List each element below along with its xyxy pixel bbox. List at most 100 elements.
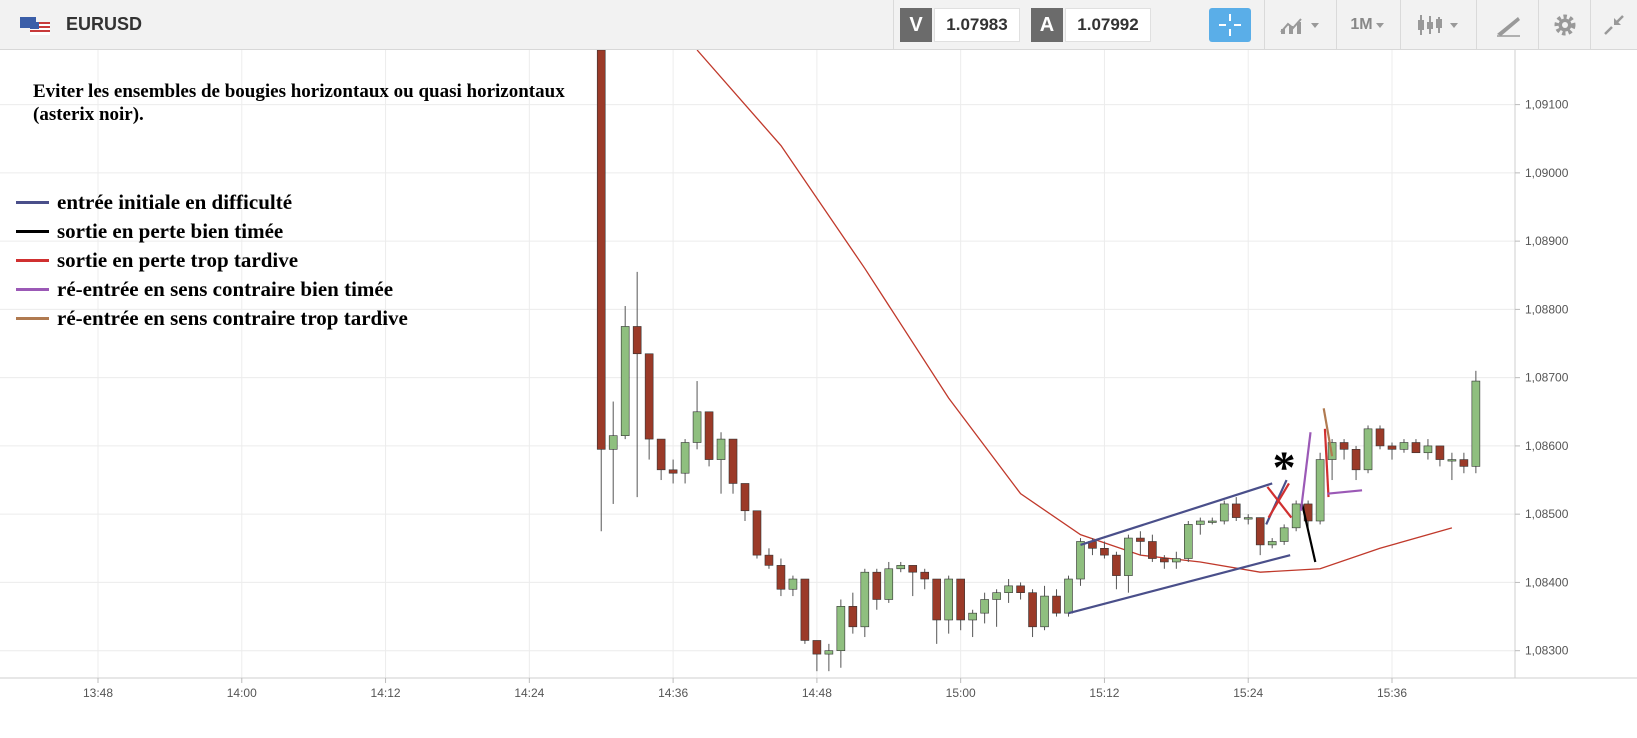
- candle: [608, 401, 618, 504]
- time-tick-label: 14:00: [227, 686, 257, 700]
- legend-item: sortie en perte trop tardive: [16, 246, 408, 275]
- candle: [1231, 497, 1241, 521]
- candle: [668, 459, 678, 484]
- price-tick-label: 1,08400: [1525, 575, 1569, 589]
- candle: [980, 592, 989, 624]
- price-axis: 1,08300 1,08400 1,08500 1,08600 1,08700 1,088…: [1514, 50, 1569, 678]
- candle-body: [1291, 503, 1301, 529]
- candle-body: [908, 565, 918, 573]
- candle: [1160, 555, 1169, 569]
- candle-body: [1423, 445, 1433, 454]
- candle: [860, 568, 870, 638]
- candle-body: [800, 578, 810, 641]
- candle-style-button[interactable]: [1400, 0, 1476, 49]
- price-chart[interactable]: 1,08300 1,08400 1,08500 1,08600 1,08700 1,088…: [0, 50, 1637, 738]
- legend-item: entrée initiale en difficulté: [16, 188, 408, 217]
- candle-body: [716, 438, 726, 460]
- candle: [620, 305, 630, 440]
- cross-line-b: [1267, 482, 1290, 519]
- buy-price: 1.07992: [1065, 8, 1151, 42]
- candle: [1315, 452, 1325, 525]
- candle: [872, 568, 882, 610]
- drawing-tools-button[interactable]: [1476, 0, 1538, 49]
- candle: [1016, 582, 1025, 600]
- candle: [1136, 531, 1145, 556]
- candle-body: [1195, 520, 1205, 525]
- candle-body: [656, 438, 666, 471]
- candle-body: [728, 438, 738, 484]
- candle: [884, 561, 894, 603]
- candle-body: [1004, 585, 1013, 593]
- candle-body: [872, 571, 882, 600]
- candle: [1363, 425, 1373, 474]
- candle-body: [1219, 503, 1229, 522]
- candle-body: [788, 578, 798, 590]
- candle-body: [812, 640, 822, 655]
- candle-body: [1016, 585, 1025, 593]
- candle-body: [1124, 537, 1133, 576]
- candle-body: [692, 411, 702, 443]
- crosshair-button[interactable]: [1209, 8, 1251, 42]
- candle: [752, 510, 762, 559]
- candle-body: [1411, 442, 1421, 454]
- legend-label: sortie en perte bien timée: [57, 219, 284, 243]
- chart-type-button[interactable]: [1264, 0, 1336, 49]
- flag-icon: [20, 17, 50, 35]
- candle-body: [1351, 449, 1361, 471]
- candle: [632, 271, 642, 498]
- candle: [644, 353, 654, 460]
- chart-grid: [0, 50, 1515, 678]
- buy-button[interactable]: A: [1031, 8, 1063, 42]
- timeframe-button[interactable]: 1M: [1336, 0, 1400, 49]
- collapse-button[interactable]: [1590, 0, 1637, 49]
- candle-body: [1315, 459, 1325, 522]
- legend-swatch: [16, 201, 49, 204]
- candle: [1447, 452, 1457, 481]
- crosshair-icon: [1219, 14, 1241, 36]
- candle: [1243, 514, 1253, 525]
- price-tick-label: 1,08700: [1525, 371, 1569, 385]
- candle: [944, 575, 953, 634]
- late-exit-line: [1323, 428, 1330, 498]
- candles-icon: [1417, 14, 1458, 35]
- legend-swatch: [16, 317, 49, 320]
- cross-line-a: [1266, 486, 1293, 519]
- candle: [1387, 442, 1397, 460]
- time-tick-label: 15:24: [1233, 686, 1263, 700]
- legend-label: ré-entrée en sens contraire trop tardive: [57, 306, 408, 330]
- time-tick-label: 14:48: [802, 686, 832, 700]
- candle: [716, 432, 726, 494]
- annotation-title: Eviter les ensembles de bougies horizont…: [33, 81, 565, 125]
- candle-body: [932, 578, 942, 621]
- candle: [1399, 439, 1409, 453]
- candle-body: [1076, 541, 1085, 580]
- candle-body: [980, 599, 989, 614]
- candles-layer: [596, 50, 1481, 672]
- candle: [1148, 534, 1157, 562]
- candle: [776, 558, 786, 597]
- drawing-legend: entrée initiale en difficulté sortie en p…: [16, 188, 408, 333]
- candle-body: [1231, 503, 1241, 518]
- candle: [968, 609, 977, 638]
- candle-body: [884, 568, 894, 600]
- candle: [1291, 500, 1301, 532]
- sell-button[interactable]: V: [900, 8, 932, 42]
- candle: [824, 643, 834, 672]
- candle-body: [776, 565, 786, 590]
- candle: [1411, 439, 1421, 454]
- settings-button[interactable]: [1538, 0, 1590, 49]
- candle: [1052, 589, 1061, 617]
- candle: [1040, 585, 1049, 631]
- time-tick-label: 15:00: [946, 686, 976, 700]
- legend-item: ré-entrée en sens contraire trop tardive: [16, 304, 408, 333]
- legend-label: ré-entrée en sens contraire bien timée: [57, 277, 394, 301]
- candle: [1351, 445, 1361, 481]
- candle: [704, 411, 714, 467]
- collapse-icon: [1604, 14, 1624, 35]
- chart-toolbar: EURUSD V 1.07983 A 1.07992 1M: [0, 0, 1637, 50]
- legend-item: sortie en perte bien timée: [16, 217, 408, 246]
- candle-body: [1447, 459, 1457, 462]
- candle-body: [680, 442, 690, 474]
- timeframe-label: 1M: [1350, 15, 1373, 33]
- late-reentry-line: [1322, 408, 1334, 457]
